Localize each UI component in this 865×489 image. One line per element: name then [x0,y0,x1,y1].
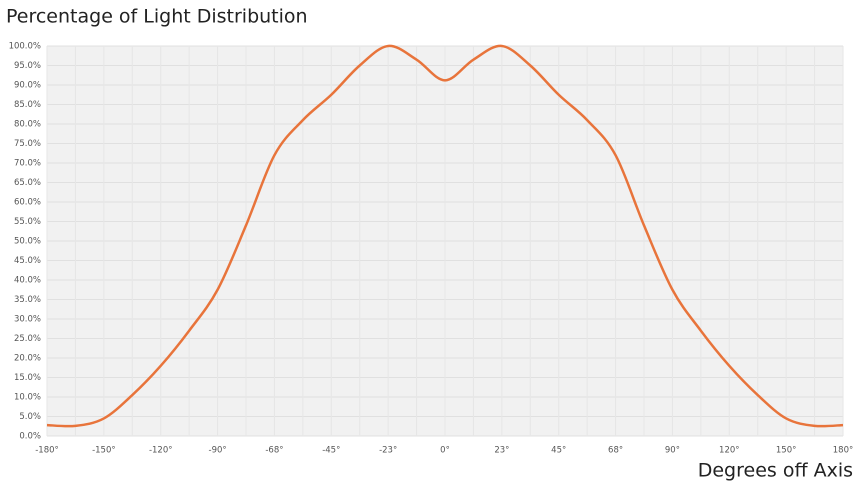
y-tick-label: 60.0% [14,198,41,208]
y-tick-label: 15.0% [14,373,41,383]
y-tick-label: 20.0% [14,354,41,364]
y-tick-label: 0.0% [19,432,41,442]
x-tick-label: 45° [551,446,566,456]
x-axis-title: Degrees off Axis [698,460,853,482]
chart-title: Percentage of Light Distribution [6,6,308,28]
y-tick-label: 40.0% [14,276,41,286]
y-tick-label: 95.0% [14,61,41,71]
x-tick-label: -150° [92,446,116,456]
y-tick-label: 100.0% [9,42,41,52]
x-tick-label: 68° [608,446,623,456]
y-tick-label: 45.0% [14,256,41,266]
x-tick-label: 120° [719,446,739,456]
y-tick-label: 65.0% [14,178,41,188]
y-tick-label: 80.0% [14,120,41,130]
x-tick-label: -120° [149,446,173,456]
y-tick-label: 25.0% [14,334,41,344]
y-tick-label: 30.0% [14,315,41,325]
y-tick-label: 55.0% [14,217,41,227]
y-tick-label: 5.0% [19,412,41,422]
y-tick-label: 75.0% [14,139,41,149]
x-tick-label: 90° [665,446,680,456]
x-tick-label: 180° [833,446,853,456]
x-tick-label: -45° [322,446,340,456]
data-line [46,44,844,428]
y-tick-label: 90.0% [14,81,41,91]
y-tick-label: 10.0% [14,393,41,403]
x-tick-label: 23° [494,446,509,456]
y-tick-label: 35.0% [14,295,41,305]
x-tick-label: 0° [440,446,450,456]
x-tick-label: -90° [209,446,227,456]
y-tick-label: 70.0% [14,159,41,169]
x-tick-label: 150° [776,446,796,456]
x-tick-label: -180° [35,446,59,456]
y-tick-label: 50.0% [14,237,41,247]
x-tick-label: -68° [265,446,283,456]
y-tick-label: 85.0% [14,100,41,110]
x-tick-label: -23° [379,446,397,456]
